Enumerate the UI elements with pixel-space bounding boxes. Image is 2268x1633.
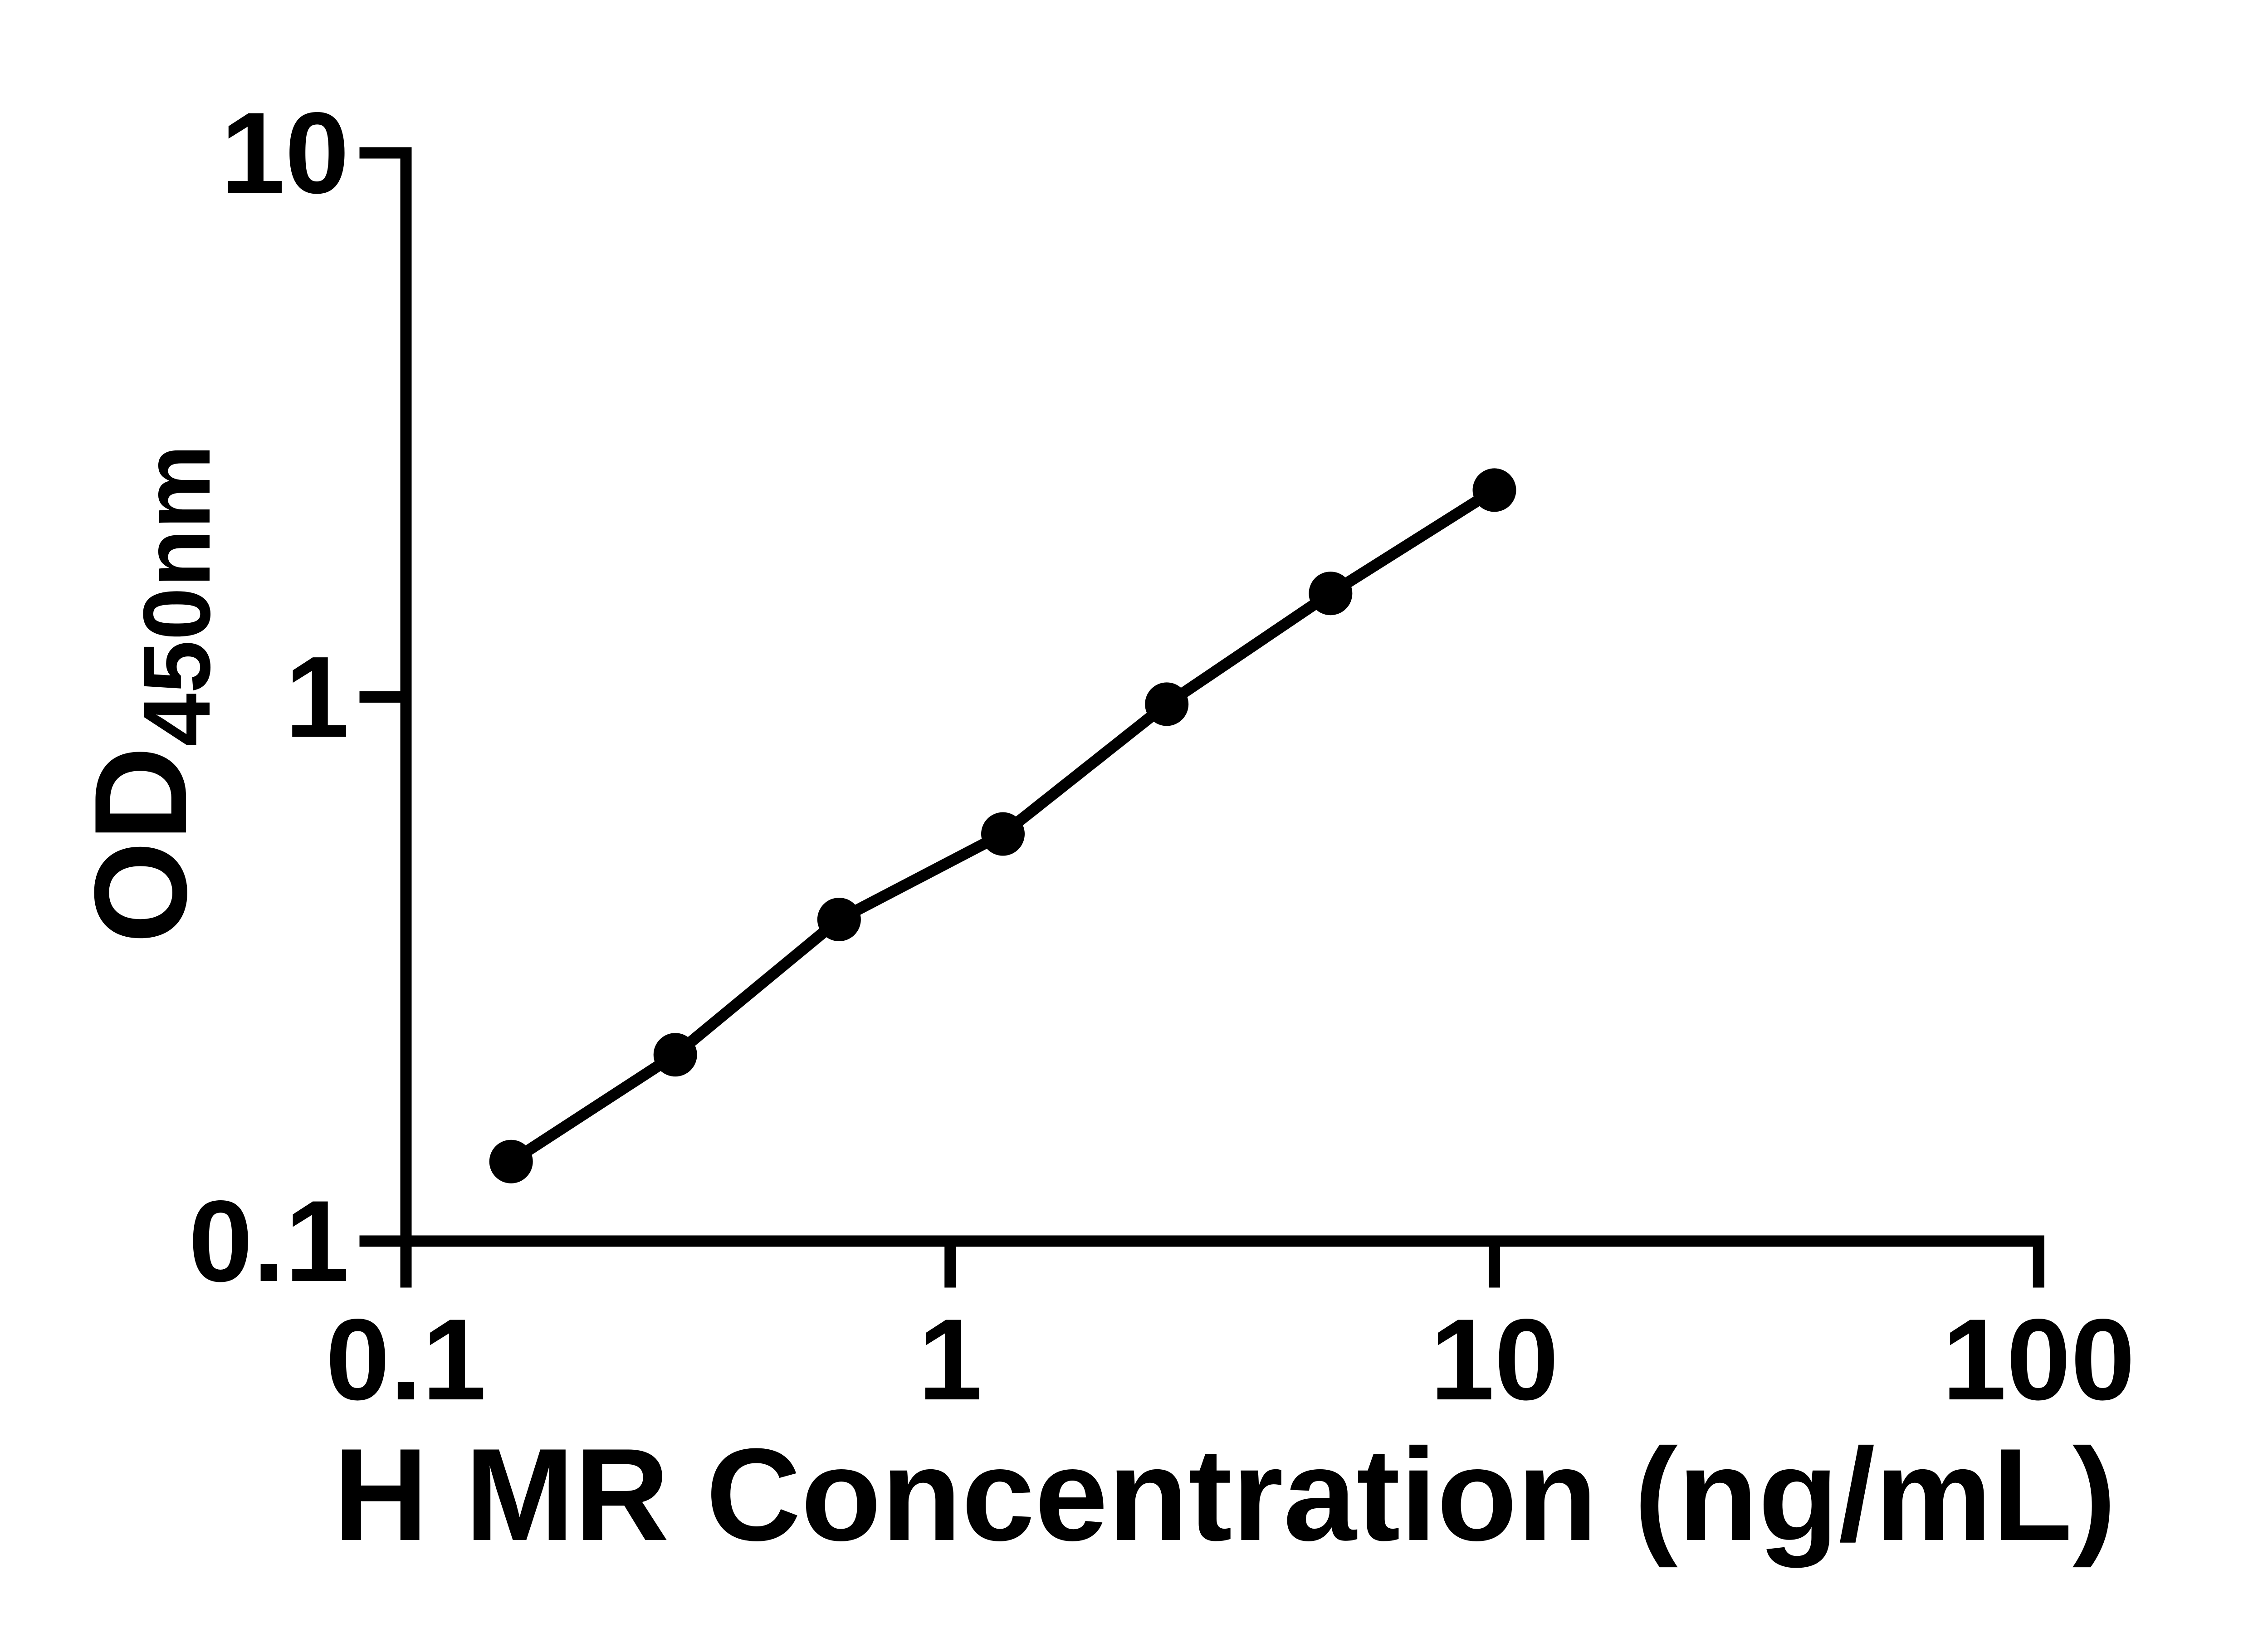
x-axis-tick-label-100: 100 (1942, 1295, 2135, 1424)
data-point-0.156 (489, 1139, 533, 1183)
data-point-0.625 (817, 898, 861, 942)
y-axis-tick-label-0.1: 0.1 (189, 1177, 350, 1306)
data-point-2.5 (1145, 682, 1189, 726)
data-point-10 (1472, 468, 1516, 512)
data-point-1.25 (981, 812, 1025, 856)
y-axis-title-subscript-text: 450nm (123, 444, 230, 747)
data-point-5 (1309, 572, 1353, 616)
x-axis-tick-label-1: 1 (918, 1295, 982, 1424)
data-point-0.3125 (653, 1033, 697, 1077)
y-axis-title: OD450nm (67, 445, 230, 944)
x-axis-title-text: H MR Concentration (ng/mL) (333, 1421, 2116, 1568)
x-axis-tick-label-0.1: 0.1 (326, 1295, 487, 1424)
x-axis-title: H MR Concentration (ng/mL) (333, 1429, 2116, 1560)
y-axis-title-main-text: OD (67, 746, 214, 944)
y-axis-tick-label-10: 10 (220, 88, 349, 218)
y-axis-tick-label-1: 1 (285, 633, 349, 762)
x-axis-tick-label-10: 10 (1430, 1295, 1559, 1424)
axes-frame (400, 147, 2044, 1247)
